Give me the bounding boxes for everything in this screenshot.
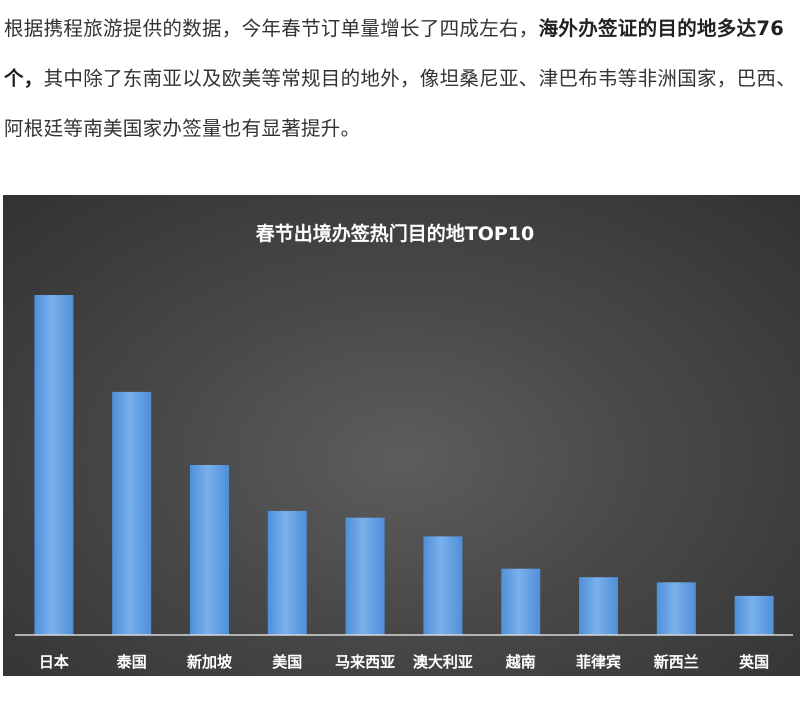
category-label-6: 澳大利亚 — [413, 653, 473, 671]
chart-title: 春节出境办签热门目的地TOP10 — [256, 222, 534, 245]
article-body: 根据携程旅游提供的数据，今年春节订单量增长了四成左右，海外办签证的目的地多达76… — [0, 0, 801, 154]
bar-8 — [579, 577, 618, 635]
bar-9 — [656, 582, 696, 635]
category-label-8: 菲律宾 — [576, 653, 621, 671]
category-labels-group: 日本 泰国 新加坡 美国 马来西亚 澳大利亚 越南 菲律宾 新西兰 英国 — [39, 653, 769, 671]
category-label-9: 新西兰 — [654, 653, 699, 671]
bar-1 — [34, 295, 74, 635]
bar-7 — [501, 568, 541, 635]
bar-chart: 春节出境办签热门目的地TOP10 日本 泰国 新加坡 美国 马来西亚 澳大利亚 越南 菲律宾 新… — [15, 222, 793, 671]
category-label-5: 马来西亚 — [335, 653, 395, 671]
category-label-4: 美国 — [272, 653, 302, 671]
bar-4 — [267, 510, 307, 635]
bar-2 — [112, 391, 152, 635]
category-label-7: 越南 — [505, 653, 536, 671]
category-label-3: 新加坡 — [187, 653, 232, 671]
paragraph-text-rest: 其中除了东南亚以及欧美等常规目的地外，像坦桑尼亚、津巴布韦等非洲国家，巴西、阿根… — [4, 67, 797, 140]
category-label-1: 日本 — [39, 653, 69, 671]
article-paragraph: 根据携程旅游提供的数据，今年春节订单量增长了四成左右，海外办签证的目的地多达76… — [0, 0, 801, 154]
bars-group — [34, 295, 774, 635]
bar-10 — [734, 595, 774, 635]
bar-3 — [190, 465, 229, 635]
category-label-2: 泰国 — [116, 653, 147, 671]
paragraph-text-highlight: 海外办签证的目的地多达76个， — [4, 17, 785, 90]
chart-panel: 春节出境办签热门目的地TOP10 日本 泰国 新加坡 美国 马来西亚 澳大利亚 越南 菲律宾 新… — [3, 195, 800, 676]
paragraph-text-intro: 根据携程旅游提供的数据，今年春节订单量增长了四成左右， — [4, 17, 539, 40]
category-label-10: 英国 — [739, 653, 769, 671]
bar-6 — [423, 536, 463, 635]
bar-5 — [345, 517, 385, 635]
